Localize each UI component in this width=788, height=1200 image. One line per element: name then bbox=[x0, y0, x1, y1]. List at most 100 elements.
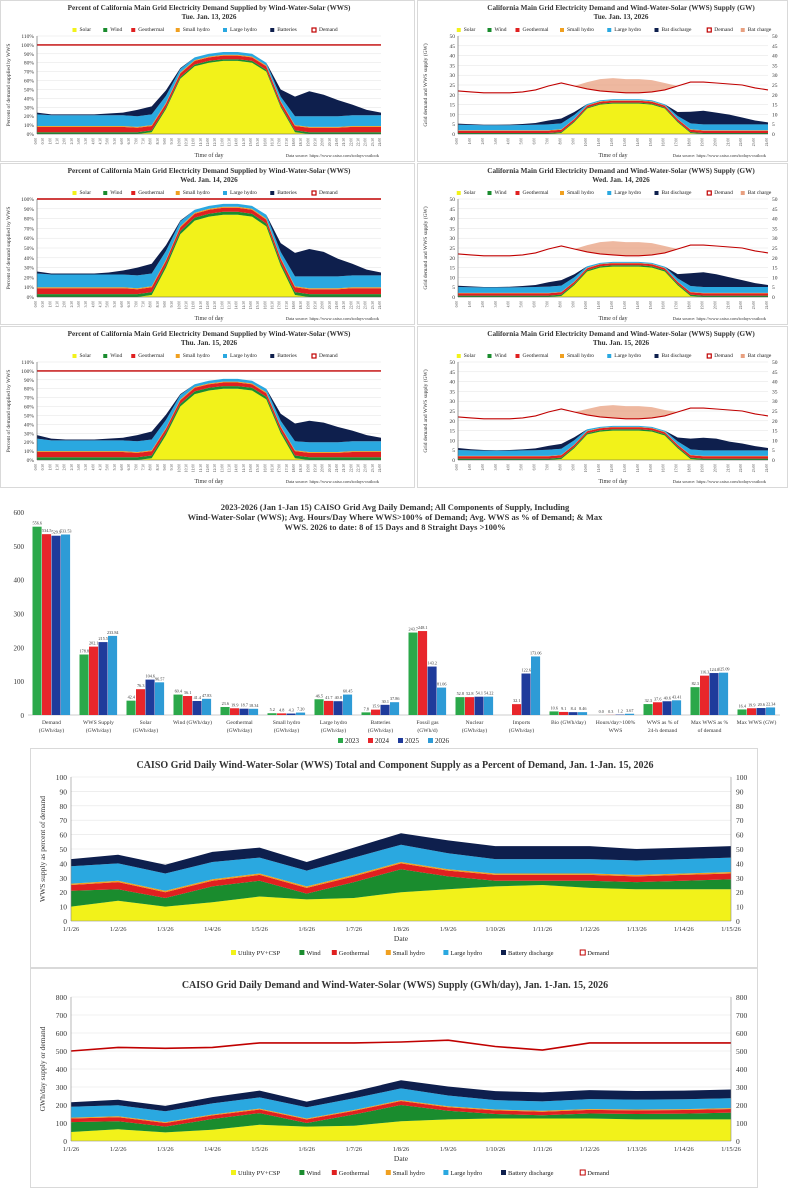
y2-tick-label: 25 bbox=[772, 83, 778, 89]
legend-label-solar: Solar bbox=[464, 190, 476, 196]
y-axis-label: GWh/day supply or demand bbox=[38, 1026, 47, 1111]
y2-tick-label: 10 bbox=[736, 903, 744, 912]
x-tick-label: 12:00 bbox=[206, 464, 210, 472]
x-axis-label: Time of day bbox=[598, 152, 627, 159]
x-tick-label: 13:30 bbox=[228, 464, 232, 472]
bar-value-label: 32.3 bbox=[645, 698, 652, 703]
demand-line bbox=[70, 1039, 731, 1052]
x-tick-label: 9:00 bbox=[163, 138, 167, 145]
legend-label-geothermal: Geothermal bbox=[138, 27, 164, 33]
x-tick-label: 9:30 bbox=[170, 464, 174, 471]
bar-value-label: 81.06 bbox=[437, 682, 446, 687]
bar-2024-geothermal-gwh-day bbox=[230, 708, 240, 715]
legend-swatch-small-hydro bbox=[560, 191, 564, 195]
x-tick-label: 19:00 bbox=[700, 138, 704, 146]
area-geothermal bbox=[71, 863, 731, 898]
demand-line bbox=[457, 407, 769, 420]
bar-value-label: 7.8 bbox=[364, 706, 369, 711]
bar-value-label: 0.3 bbox=[608, 709, 613, 714]
category-label: Large hydro bbox=[320, 720, 348, 726]
y2-tick-label: 300 bbox=[736, 1083, 748, 1092]
bar-2023-small-hydro-gwh-day bbox=[267, 713, 277, 715]
y2-tick-label: 10 bbox=[772, 275, 778, 281]
y-tick-label: 110% bbox=[21, 34, 34, 40]
y2-tick-label: 25 bbox=[772, 409, 778, 415]
y2-tick-label: 600 bbox=[736, 1029, 748, 1038]
chart-title: Percent of California Main Grid Electric… bbox=[68, 167, 351, 175]
chart-title: California Main Grid Electricity Demand … bbox=[487, 330, 755, 338]
x-tick-label: 23:30 bbox=[371, 138, 375, 146]
legend-label-small-hydro: Small hydro bbox=[567, 190, 594, 196]
category-label: Demand bbox=[42, 720, 61, 726]
y-tick-label: 30 bbox=[450, 236, 456, 242]
x-tick-label: 21:30 bbox=[342, 138, 346, 146]
x-tick-label: 20:00 bbox=[713, 301, 717, 309]
bar-2026-max-wws-gw bbox=[766, 707, 776, 715]
area-solar bbox=[37, 60, 381, 134]
y2-tick-label: 15 bbox=[772, 103, 778, 109]
x-tick-label: 1/13/26 bbox=[627, 1146, 648, 1153]
legend-swatch-batteries bbox=[270, 354, 275, 358]
bar-2025-imports-gwh-day bbox=[521, 673, 531, 715]
y-tick-label: 70% bbox=[24, 396, 35, 402]
x-tick-label: 1/13/26 bbox=[627, 926, 648, 933]
bar-2026-demand-gwh-day bbox=[61, 534, 71, 715]
x-tick-label: 4:00 bbox=[91, 464, 95, 471]
legend-label-battery-discharge: Battery discharge bbox=[508, 950, 554, 957]
x-tick-label: 22:00 bbox=[349, 301, 353, 309]
bar-2026-geothermal-gwh-day bbox=[249, 708, 259, 715]
area-bat-discharge bbox=[458, 261, 768, 288]
bar-value-label: 122.6 bbox=[522, 668, 531, 673]
x-tick-label: 13:00 bbox=[220, 464, 224, 472]
y-axis-label: Grid demand and WWS supply (GW) bbox=[422, 43, 429, 126]
y-tick-label: 0 bbox=[63, 1137, 67, 1146]
category-label: Small hydro bbox=[273, 720, 301, 726]
x-tick-label: 22:30 bbox=[357, 138, 361, 146]
x-tick-label: 20:00 bbox=[321, 138, 325, 146]
bar-value-label: 32.1 bbox=[513, 698, 520, 703]
x-tick-label: 10:00 bbox=[177, 138, 181, 146]
x-tick-label: 1/9/26 bbox=[440, 926, 457, 933]
x-tick-label: 1/7/26 bbox=[346, 1146, 363, 1153]
legend-label-geothermal: Geothermal bbox=[339, 1170, 370, 1177]
y-tick-label: 30 bbox=[450, 73, 456, 79]
bar-2024-fossil-gas-gwh-d bbox=[418, 631, 428, 715]
x-tick-label: 8:00 bbox=[558, 301, 562, 308]
legend-label-batteries: Batteries bbox=[277, 190, 297, 196]
legend-swatch-geothermal bbox=[331, 1170, 337, 1175]
y-tick-label: 0 bbox=[21, 712, 25, 720]
x-tick-label: 1:00 bbox=[48, 301, 52, 308]
category-label: (GWh/day) bbox=[462, 727, 488, 734]
x-tick-label: 1:00 bbox=[468, 138, 472, 145]
x-tick-label: 9:00 bbox=[571, 301, 575, 308]
x-tick-label: 3:30 bbox=[84, 138, 88, 145]
legend-swatch-geothermal bbox=[331, 950, 337, 955]
bar-2025-solar-gwh-day bbox=[145, 679, 155, 715]
category-label: Batteries bbox=[371, 720, 391, 726]
x-tick-label: 17:30 bbox=[285, 464, 289, 472]
area-batteries bbox=[37, 378, 381, 443]
category-label: Max WWS as % bbox=[691, 720, 729, 726]
bar-2024-imports-gwh-day bbox=[512, 704, 522, 715]
bar-value-label: 52.8 bbox=[457, 691, 464, 696]
area-bat-charge bbox=[458, 241, 768, 256]
y-tick-label: 10 bbox=[450, 112, 456, 118]
y-tick-label: 40% bbox=[24, 96, 35, 102]
bar-2023-large-hydro-gwh-day bbox=[314, 699, 324, 715]
area-large-hydro bbox=[37, 378, 381, 452]
x-tick-label: 1/10/26 bbox=[485, 926, 506, 933]
category-label: Bio (GWh/day) bbox=[551, 719, 586, 726]
bar-2025-batteries-gwh-day bbox=[380, 704, 390, 715]
area-large-hydro bbox=[37, 203, 381, 289]
legend-swatch-demand bbox=[311, 190, 317, 196]
x-tick-label: 17:00 bbox=[675, 464, 679, 472]
x-tick-label: 1/4/26 bbox=[204, 1146, 221, 1153]
y2-tick-label: 400 bbox=[736, 1065, 748, 1074]
y2-tick-label: 700 bbox=[736, 1011, 748, 1020]
y-tick-label: 60% bbox=[24, 405, 35, 411]
x-tick-label: 14:00 bbox=[636, 464, 640, 472]
legend-label-geothermal: Geothermal bbox=[339, 950, 370, 957]
x-tick-label: 22:00 bbox=[739, 301, 743, 309]
bar-value-label: 96.57 bbox=[155, 676, 164, 681]
y2-tick-label: 5 bbox=[772, 122, 775, 128]
